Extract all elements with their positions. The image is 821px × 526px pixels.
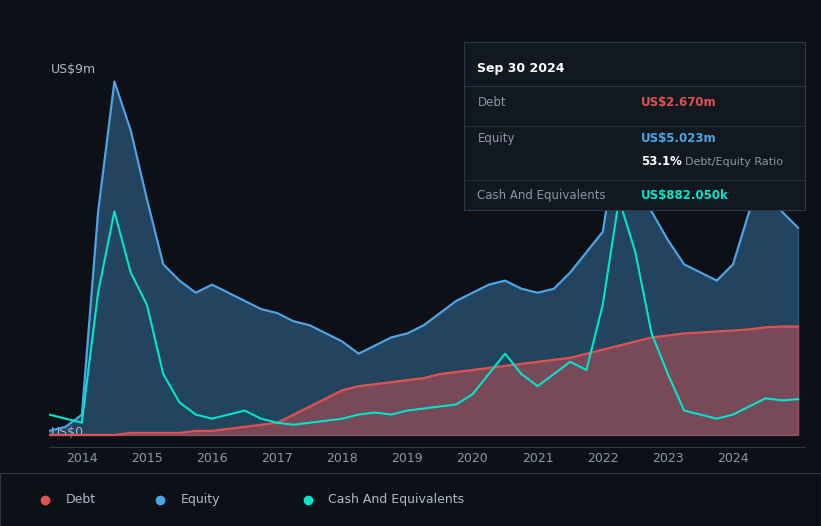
Text: Sep 30 2024: Sep 30 2024 — [478, 62, 565, 75]
Text: US$882.050k: US$882.050k — [641, 189, 729, 202]
Text: Cash And Equivalents: Cash And Equivalents — [328, 493, 465, 506]
Text: US$5.023m: US$5.023m — [641, 132, 717, 145]
Text: Debt/Equity Ratio: Debt/Equity Ratio — [686, 157, 783, 167]
Text: US$9m: US$9m — [51, 63, 96, 76]
Text: Equity: Equity — [181, 493, 220, 506]
Text: 53.1%: 53.1% — [641, 155, 682, 168]
Text: Debt: Debt — [478, 96, 506, 109]
Text: Debt: Debt — [66, 493, 96, 506]
Text: US$0: US$0 — [51, 427, 84, 439]
Text: US$2.670m: US$2.670m — [641, 96, 717, 109]
Text: Cash And Equivalents: Cash And Equivalents — [478, 189, 606, 202]
Text: Equity: Equity — [478, 132, 515, 145]
